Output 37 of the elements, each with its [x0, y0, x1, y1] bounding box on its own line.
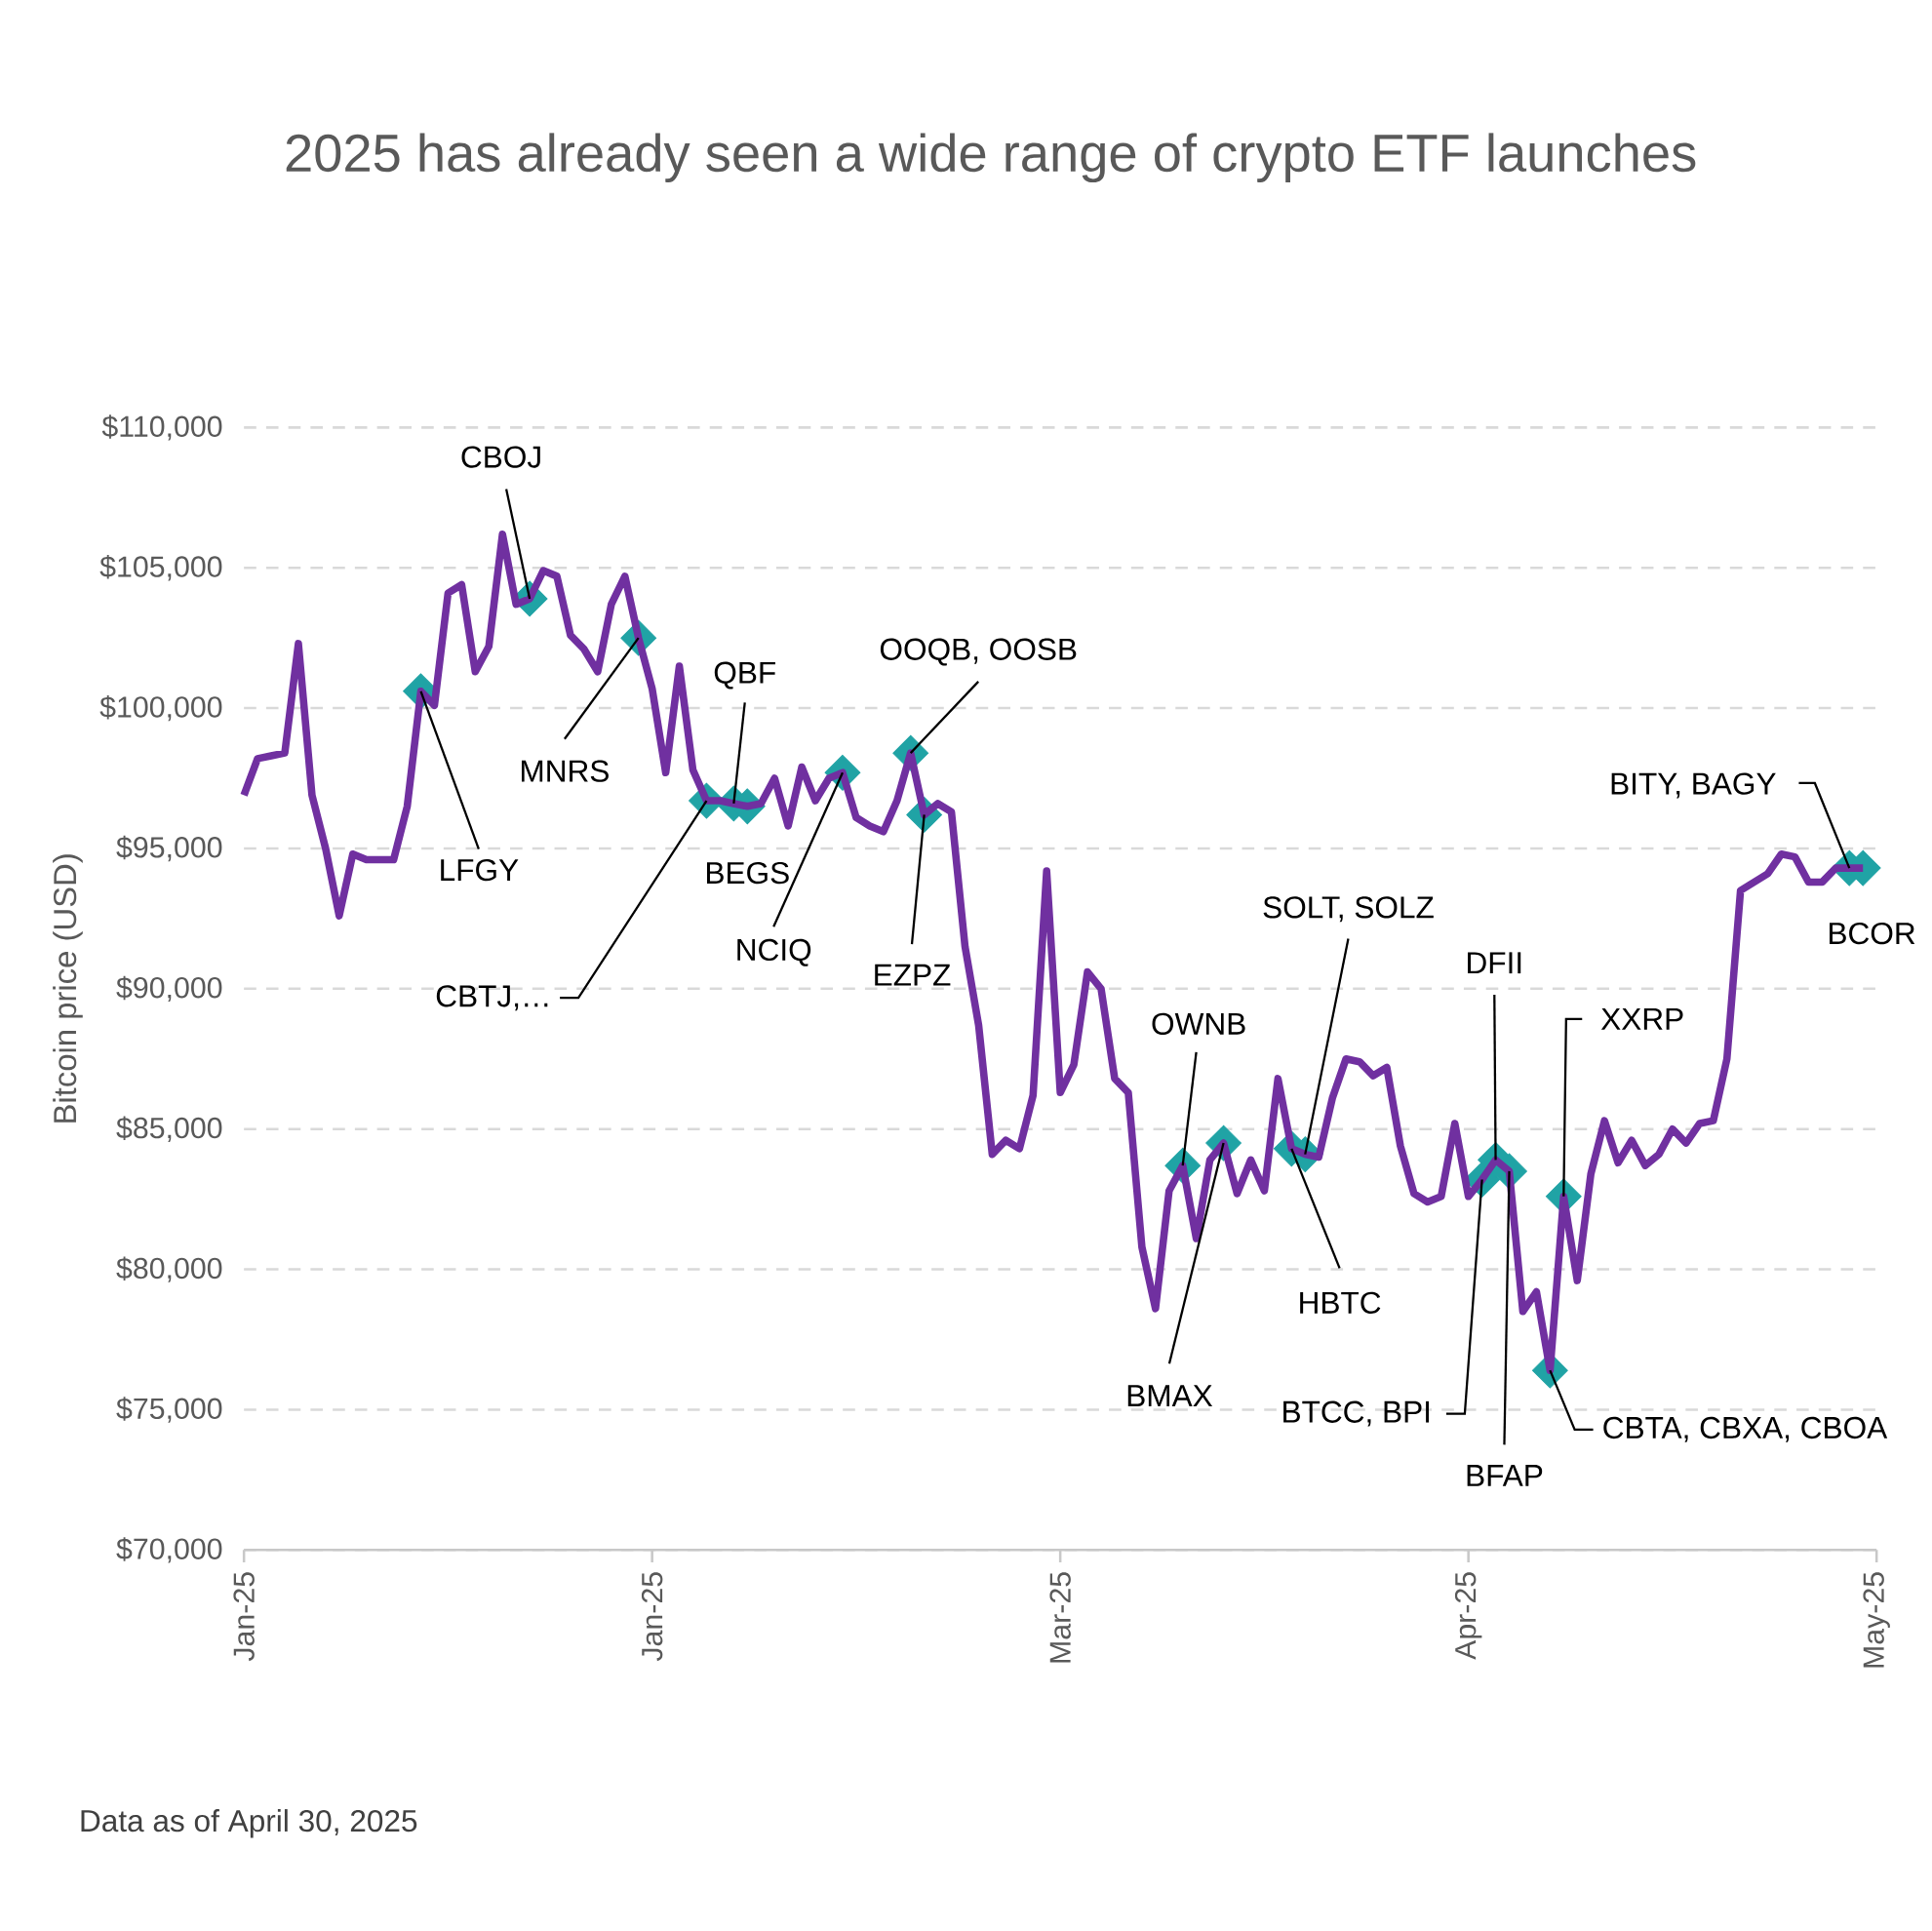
annotation: OOQB, OOSB: [880, 638, 1077, 666]
annotation: NCIQ: [737, 938, 811, 966]
y-tick-label: $110,000: [101, 414, 222, 441]
y-tick-label: $90,000: [116, 975, 222, 1003]
annotation: CBTA, CBXA, CBOA: [1603, 1416, 1888, 1443]
annotation: BTCC, BPI: [1283, 1400, 1430, 1427]
annotation: DFII: [1468, 952, 1521, 974]
annotation: BFAP: [1467, 1465, 1543, 1486]
annotation: QBF: [714, 661, 775, 690]
annotation: LFGY: [441, 859, 519, 882]
x-tick-label: May-25: [1863, 1572, 1890, 1668]
y-tick-label: $70,000: [116, 1537, 222, 1563]
y-tick-label: $80,000: [116, 1256, 222, 1282]
x-tick-label: Jan-25: [641, 1572, 663, 1662]
y-axis-title: Bitcoin price (USD): [53, 854, 83, 1123]
annotation: SOLT, SOLZ: [1263, 896, 1434, 923]
x-tick-label: Mar-25: [1049, 1572, 1071, 1663]
annotation: OWNB: [1152, 1012, 1245, 1036]
annotation: BMAX: [1127, 1385, 1213, 1407]
y-tick-label: $105,000: [99, 555, 222, 581]
annotation: BITY, BAGY: [1611, 772, 1776, 799]
chart-title: 2025 has already seen a wide range of crypto ETF launches: [286, 133, 1696, 183]
text: Data as of April 30, 2025: [81, 1809, 417, 1838]
annotation: CBOJ: [461, 446, 540, 468]
x-tick-label: Jan-25: [233, 1572, 255, 1662]
annotation: XXRP: [1600, 1008, 1683, 1030]
annotation: HBTC: [1300, 1291, 1381, 1315]
annotation: BEGS: [707, 862, 789, 885]
y-tick-label: $95,000: [116, 835, 222, 862]
y-tick-label: $75,000: [116, 1397, 222, 1423]
x-tick-label: Apr-25: [1454, 1572, 1482, 1660]
annotation: EZPZ: [875, 964, 951, 986]
annotation: MNRS: [521, 760, 609, 782]
y-tick-label: $100,000: [99, 695, 222, 722]
y-tick-label: $85,000: [116, 1116, 222, 1143]
annotation: BCOR: [1830, 923, 1915, 945]
annotation: CBTJ,…: [436, 985, 548, 1011]
